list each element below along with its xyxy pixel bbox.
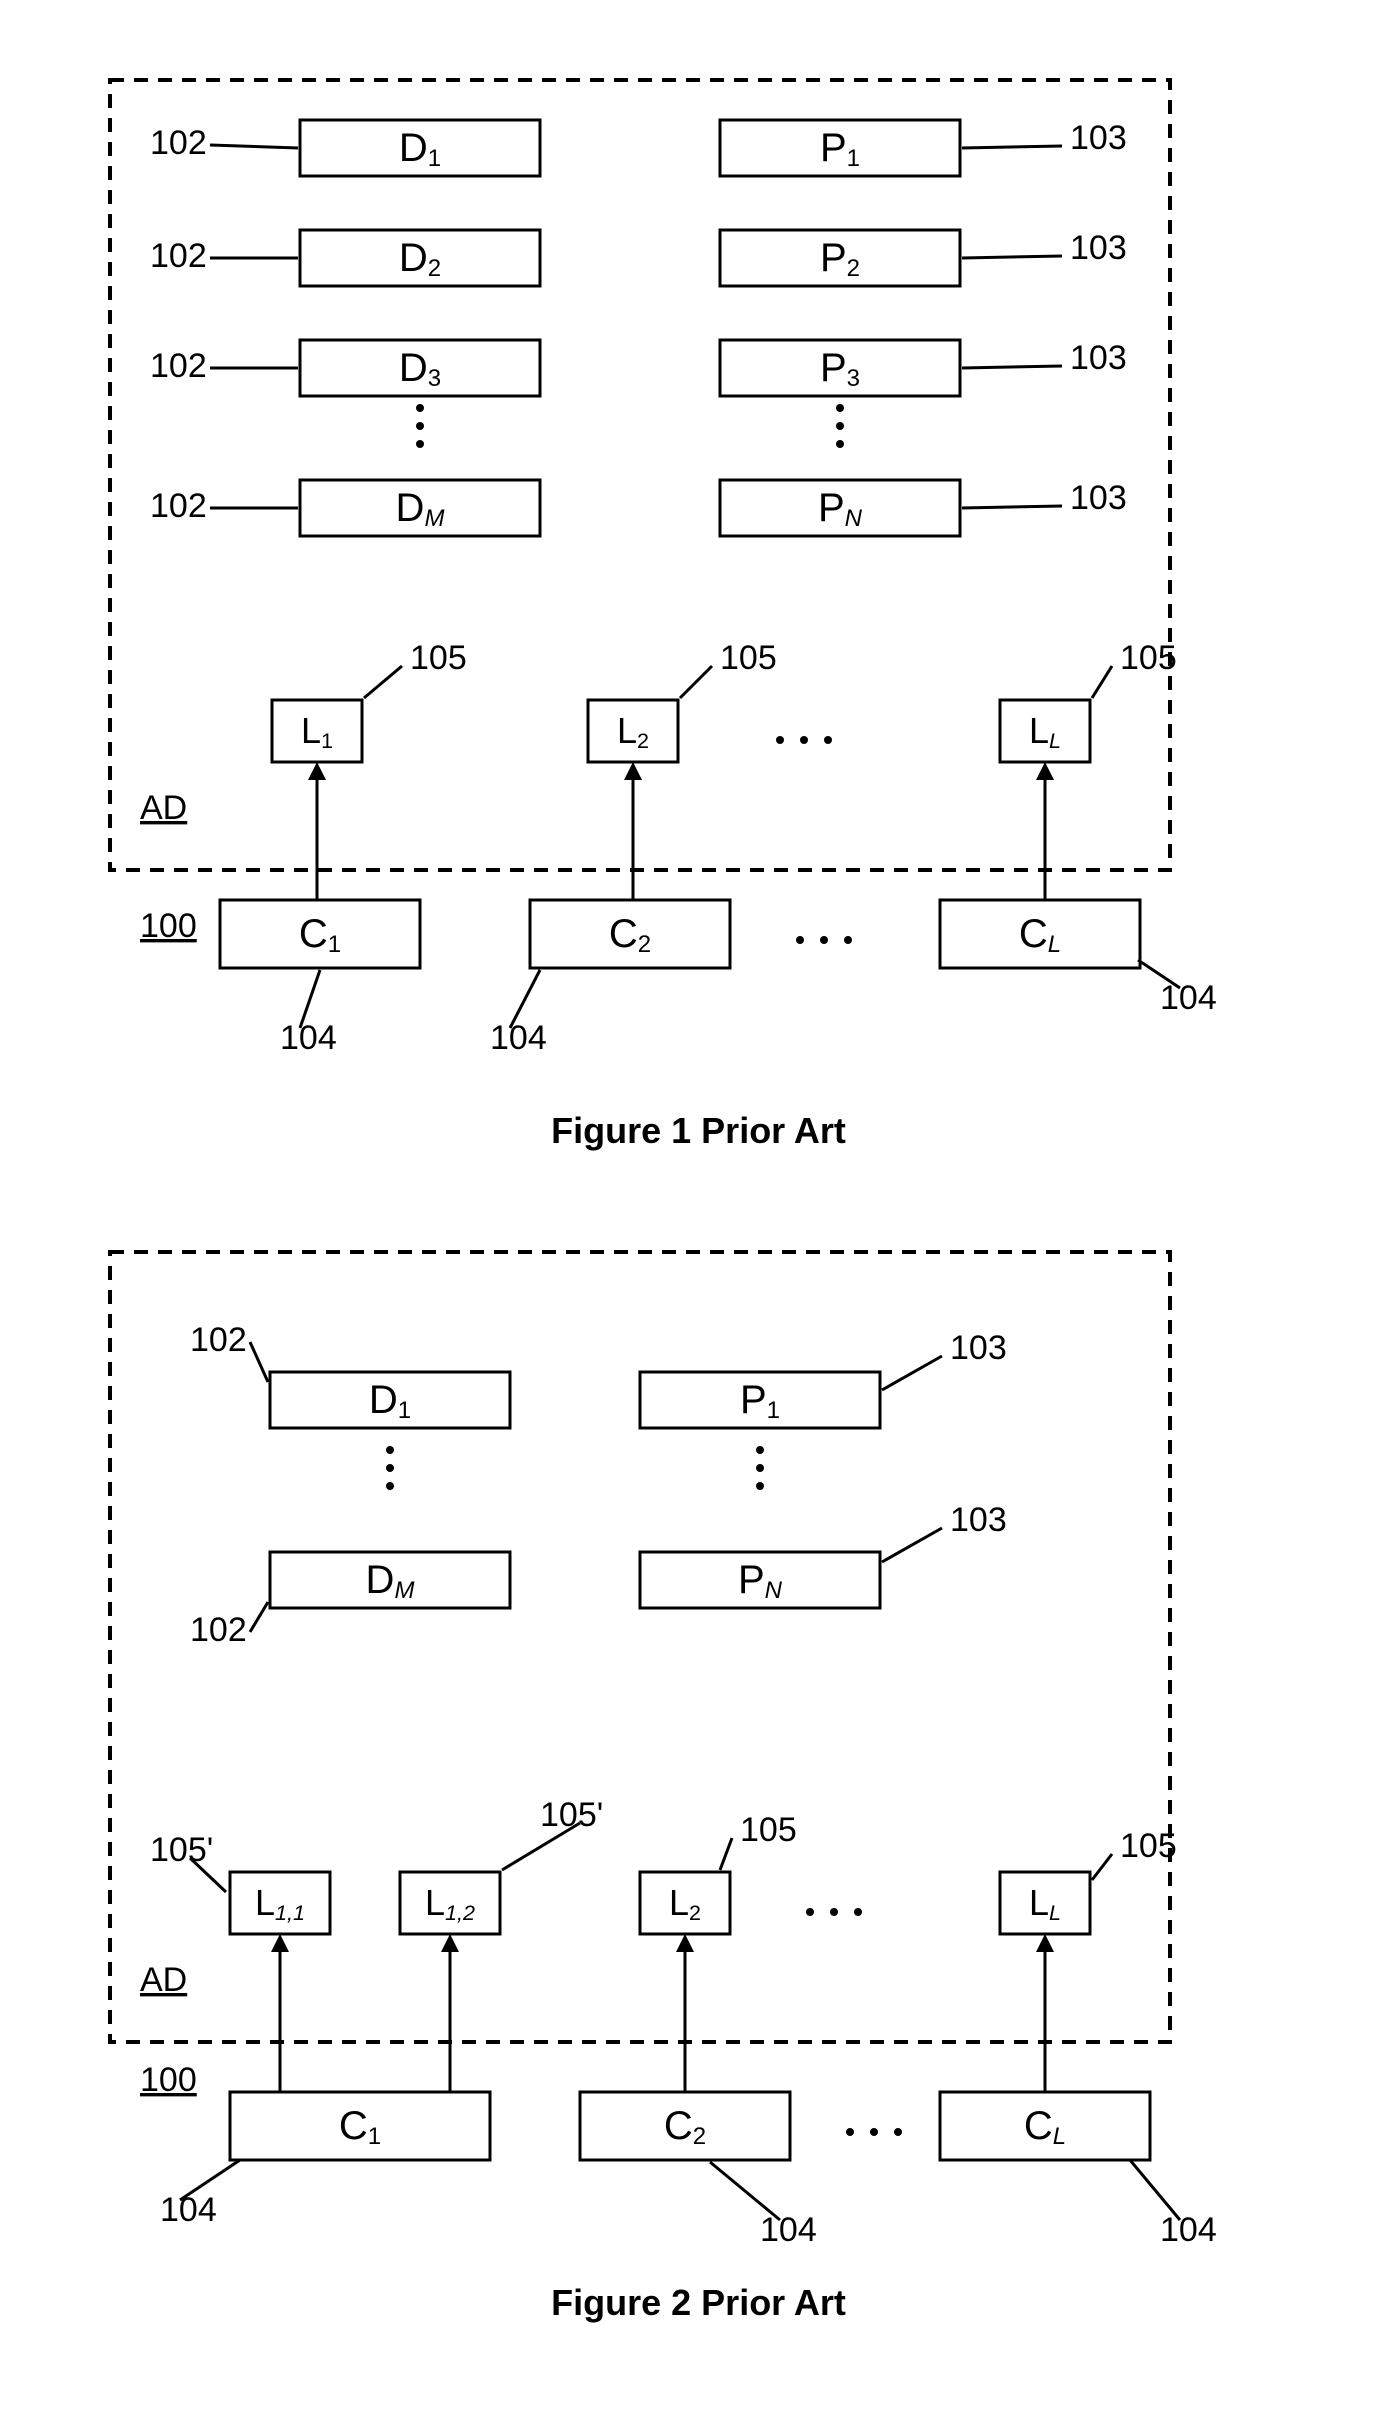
svg-text:104: 104	[160, 2191, 217, 2229]
figure-2-svg: D1DMP1PNL1,1L1,2L2LLC1C2CL10210210310310…	[40, 1212, 1240, 2262]
svg-text:104: 104	[1160, 2211, 1217, 2249]
figure-1-caption: Figure 1 Prior Art	[40, 1110, 1357, 1152]
svg-text:105: 105	[410, 639, 467, 677]
svg-text:102: 102	[190, 1321, 247, 1359]
svg-text:104: 104	[1160, 979, 1217, 1017]
svg-text:105: 105	[1120, 639, 1177, 677]
svg-text:102: 102	[150, 487, 207, 525]
svg-text:102: 102	[150, 124, 207, 162]
svg-text:103: 103	[1070, 229, 1127, 267]
svg-text:AD: AD	[140, 789, 187, 827]
svg-text:105: 105	[720, 639, 777, 677]
svg-text:103: 103	[950, 1501, 1007, 1539]
figure-1: D1D2D3DMP1P2P3PNL1L2LLC1C2CL102102102102…	[40, 40, 1357, 1152]
svg-text:104: 104	[280, 1019, 337, 1057]
figure-1-svg: D1D2D3DMP1P2P3PNL1L2LLC1C2CL102102102102…	[40, 40, 1240, 1090]
svg-text:105': 105'	[540, 1796, 603, 1834]
figure-2-caption: Figure 2 Prior Art	[40, 2282, 1357, 2324]
svg-text:AD: AD	[140, 1961, 187, 1999]
svg-text:100: 100	[140, 2061, 197, 2099]
svg-text:103: 103	[1070, 479, 1127, 517]
svg-text:102: 102	[190, 1611, 247, 1649]
svg-text:103: 103	[1070, 339, 1127, 377]
svg-text:105: 105	[1120, 1827, 1177, 1865]
svg-text:103: 103	[1070, 119, 1127, 157]
svg-text:104: 104	[760, 2211, 817, 2249]
svg-text:102: 102	[150, 347, 207, 385]
svg-text:104: 104	[490, 1019, 547, 1057]
svg-text:105': 105'	[150, 1831, 213, 1869]
figure-2: D1DMP1PNL1,1L1,2L2LLC1C2CL10210210310310…	[40, 1212, 1357, 2324]
svg-text:105: 105	[740, 1811, 797, 1849]
svg-text:103: 103	[950, 1329, 1007, 1367]
svg-text:100: 100	[140, 907, 197, 945]
svg-text:102: 102	[150, 237, 207, 275]
